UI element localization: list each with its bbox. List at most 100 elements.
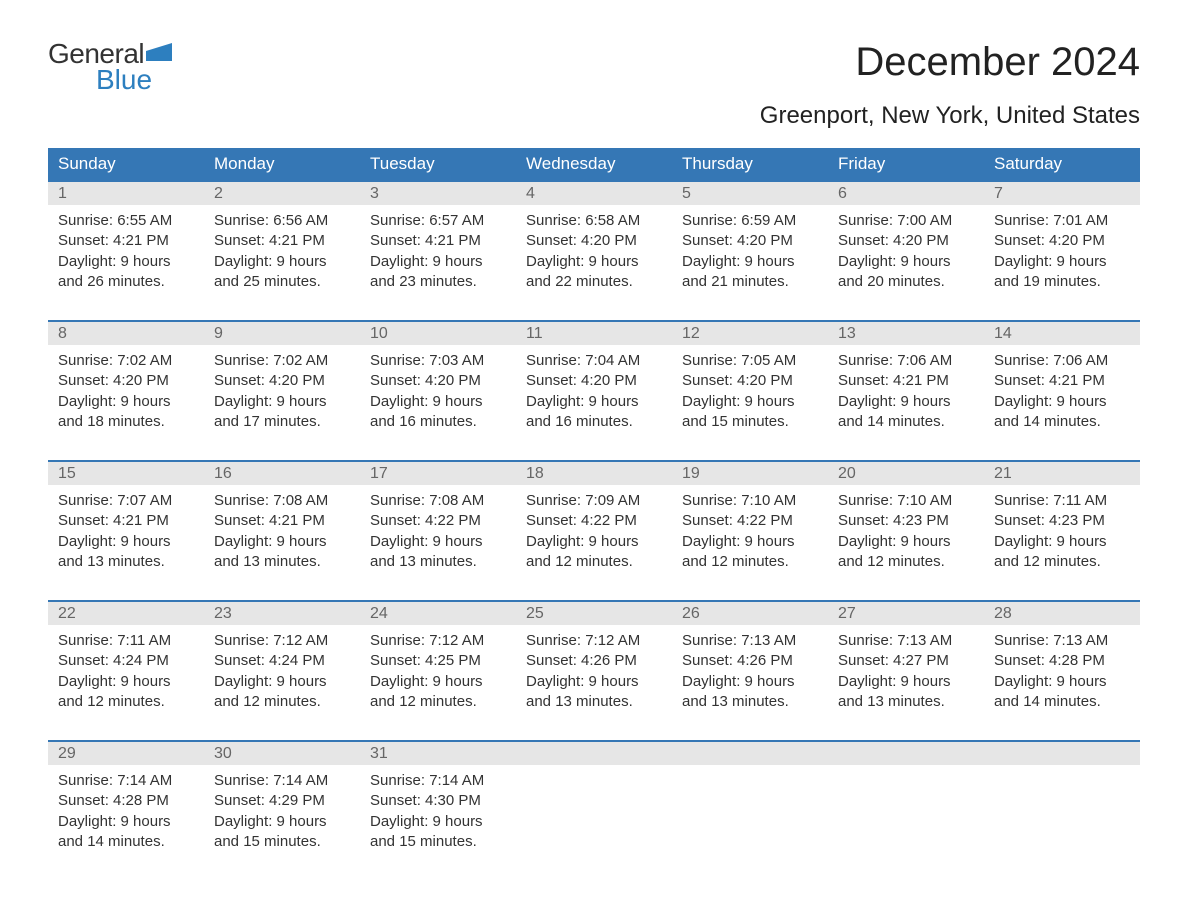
calendar-week: 1234567Sunrise: 6:55 AMSunset: 4:21 PMDa… xyxy=(48,180,1140,296)
calendar-day xyxy=(516,765,672,856)
day-sunset: Sunset: 4:24 PM xyxy=(214,651,350,671)
day-dl2: and 12 minutes. xyxy=(58,692,194,712)
day-sunset: Sunset: 4:20 PM xyxy=(526,231,662,251)
day-sunrise: Sunrise: 7:10 AM xyxy=(838,491,974,511)
day-number: 22 xyxy=(48,602,204,625)
day-dl1: Daylight: 9 hours xyxy=(994,672,1130,692)
calendar-day: Sunrise: 7:04 AMSunset: 4:20 PMDaylight:… xyxy=(516,345,672,436)
day-dl1: Daylight: 9 hours xyxy=(58,392,194,412)
calendar-day: Sunrise: 7:01 AMSunset: 4:20 PMDaylight:… xyxy=(984,205,1140,296)
day-number: 9 xyxy=(204,322,360,345)
day-dl1: Daylight: 9 hours xyxy=(526,252,662,272)
calendar-day: Sunrise: 7:05 AMSunset: 4:20 PMDaylight:… xyxy=(672,345,828,436)
day-dl1: Daylight: 9 hours xyxy=(838,252,974,272)
location-subtitle: Greenport, New York, United States xyxy=(48,102,1140,130)
day-sunset: Sunset: 4:20 PM xyxy=(682,231,818,251)
day-sunrise: Sunrise: 6:57 AM xyxy=(370,211,506,231)
day-dl2: and 16 minutes. xyxy=(526,412,662,432)
day-sunrise: Sunrise: 7:02 AM xyxy=(214,351,350,371)
day-sunrise: Sunrise: 7:06 AM xyxy=(838,351,974,371)
day-dl2: and 26 minutes. xyxy=(58,272,194,292)
day-dl1: Daylight: 9 hours xyxy=(994,252,1130,272)
day-number: 1 xyxy=(48,182,204,205)
day-number-row: 891011121314 xyxy=(48,322,1140,345)
day-sunrise: Sunrise: 7:13 AM xyxy=(994,631,1130,651)
day-number xyxy=(828,742,984,765)
day-dl2: and 13 minutes. xyxy=(682,692,818,712)
calendar-day: Sunrise: 7:12 AMSunset: 4:24 PMDaylight:… xyxy=(204,625,360,716)
day-sunset: Sunset: 4:21 PM xyxy=(370,231,506,251)
weekday-header: Tuesday xyxy=(360,148,516,180)
day-dl1: Daylight: 9 hours xyxy=(370,252,506,272)
day-number: 6 xyxy=(828,182,984,205)
day-dl2: and 19 minutes. xyxy=(994,272,1130,292)
day-dl2: and 12 minutes. xyxy=(526,552,662,572)
header: General Blue December 2024 xyxy=(48,40,1140,94)
day-sunset: Sunset: 4:22 PM xyxy=(370,511,506,531)
day-dl2: and 20 minutes. xyxy=(838,272,974,292)
day-sunset: Sunset: 4:20 PM xyxy=(370,371,506,391)
day-number: 12 xyxy=(672,322,828,345)
day-number: 8 xyxy=(48,322,204,345)
calendar-day: Sunrise: 7:12 AMSunset: 4:25 PMDaylight:… xyxy=(360,625,516,716)
day-dl1: Daylight: 9 hours xyxy=(214,252,350,272)
calendar-day: Sunrise: 7:14 AMSunset: 4:30 PMDaylight:… xyxy=(360,765,516,856)
calendar-day: Sunrise: 7:08 AMSunset: 4:22 PMDaylight:… xyxy=(360,485,516,576)
day-dl1: Daylight: 9 hours xyxy=(214,812,350,832)
day-dl1: Daylight: 9 hours xyxy=(838,392,974,412)
day-dl2: and 13 minutes. xyxy=(214,552,350,572)
day-sunrise: Sunrise: 7:11 AM xyxy=(994,491,1130,511)
day-sunset: Sunset: 4:20 PM xyxy=(682,371,818,391)
day-sunset: Sunset: 4:28 PM xyxy=(58,791,194,811)
day-number: 25 xyxy=(516,602,672,625)
day-number: 16 xyxy=(204,462,360,485)
day-dl1: Daylight: 9 hours xyxy=(214,532,350,552)
day-sunrise: Sunrise: 7:12 AM xyxy=(214,631,350,651)
calendar-day: Sunrise: 7:12 AMSunset: 4:26 PMDaylight:… xyxy=(516,625,672,716)
day-sunset: Sunset: 4:28 PM xyxy=(994,651,1130,671)
day-sunrise: Sunrise: 7:03 AM xyxy=(370,351,506,371)
calendar-day: Sunrise: 7:13 AMSunset: 4:28 PMDaylight:… xyxy=(984,625,1140,716)
day-sunset: Sunset: 4:27 PM xyxy=(838,651,974,671)
day-number: 29 xyxy=(48,742,204,765)
day-sunset: Sunset: 4:21 PM xyxy=(58,511,194,531)
calendar-day xyxy=(672,765,828,856)
calendar-day: Sunrise: 6:59 AMSunset: 4:20 PMDaylight:… xyxy=(672,205,828,296)
day-sunrise: Sunrise: 7:01 AM xyxy=(994,211,1130,231)
day-dl2: and 14 minutes. xyxy=(994,692,1130,712)
day-dl2: and 21 minutes. xyxy=(682,272,818,292)
day-sunset: Sunset: 4:20 PM xyxy=(838,231,974,251)
day-number: 19 xyxy=(672,462,828,485)
day-sunset: Sunset: 4:21 PM xyxy=(838,371,974,391)
day-number: 5 xyxy=(672,182,828,205)
calendar-day: Sunrise: 7:02 AMSunset: 4:20 PMDaylight:… xyxy=(48,345,204,436)
day-dl2: and 16 minutes. xyxy=(370,412,506,432)
calendar-day: Sunrise: 7:13 AMSunset: 4:27 PMDaylight:… xyxy=(828,625,984,716)
day-dl2: and 12 minutes. xyxy=(838,552,974,572)
logo-word-blue: Blue xyxy=(96,66,172,94)
day-dl2: and 25 minutes. xyxy=(214,272,350,292)
day-dl1: Daylight: 9 hours xyxy=(58,252,194,272)
day-number: 11 xyxy=(516,322,672,345)
day-sunset: Sunset: 4:23 PM xyxy=(994,511,1130,531)
page-title: December 2024 xyxy=(855,40,1140,85)
day-number-row: 22232425262728 xyxy=(48,602,1140,625)
day-sunset: Sunset: 4:20 PM xyxy=(214,371,350,391)
day-number-row: 15161718192021 xyxy=(48,462,1140,485)
weekday-header-row: SundayMondayTuesdayWednesdayThursdayFrid… xyxy=(48,148,1140,180)
calendar-day: Sunrise: 7:02 AMSunset: 4:20 PMDaylight:… xyxy=(204,345,360,436)
day-number: 10 xyxy=(360,322,516,345)
calendar-day: Sunrise: 7:08 AMSunset: 4:21 PMDaylight:… xyxy=(204,485,360,576)
day-sunset: Sunset: 4:21 PM xyxy=(994,371,1130,391)
day-sunset: Sunset: 4:26 PM xyxy=(682,651,818,671)
day-number: 7 xyxy=(984,182,1140,205)
calendar-day: Sunrise: 7:00 AMSunset: 4:20 PMDaylight:… xyxy=(828,205,984,296)
day-sunset: Sunset: 4:22 PM xyxy=(682,511,818,531)
day-sunset: Sunset: 4:20 PM xyxy=(58,371,194,391)
calendar-day: Sunrise: 7:14 AMSunset: 4:29 PMDaylight:… xyxy=(204,765,360,856)
day-number-row: 1234567 xyxy=(48,182,1140,205)
day-dl1: Daylight: 9 hours xyxy=(370,812,506,832)
calendar-day: Sunrise: 7:11 AMSunset: 4:24 PMDaylight:… xyxy=(48,625,204,716)
calendar-week: 293031Sunrise: 7:14 AMSunset: 4:28 PMDay… xyxy=(48,740,1140,856)
weekday-header: Monday xyxy=(204,148,360,180)
